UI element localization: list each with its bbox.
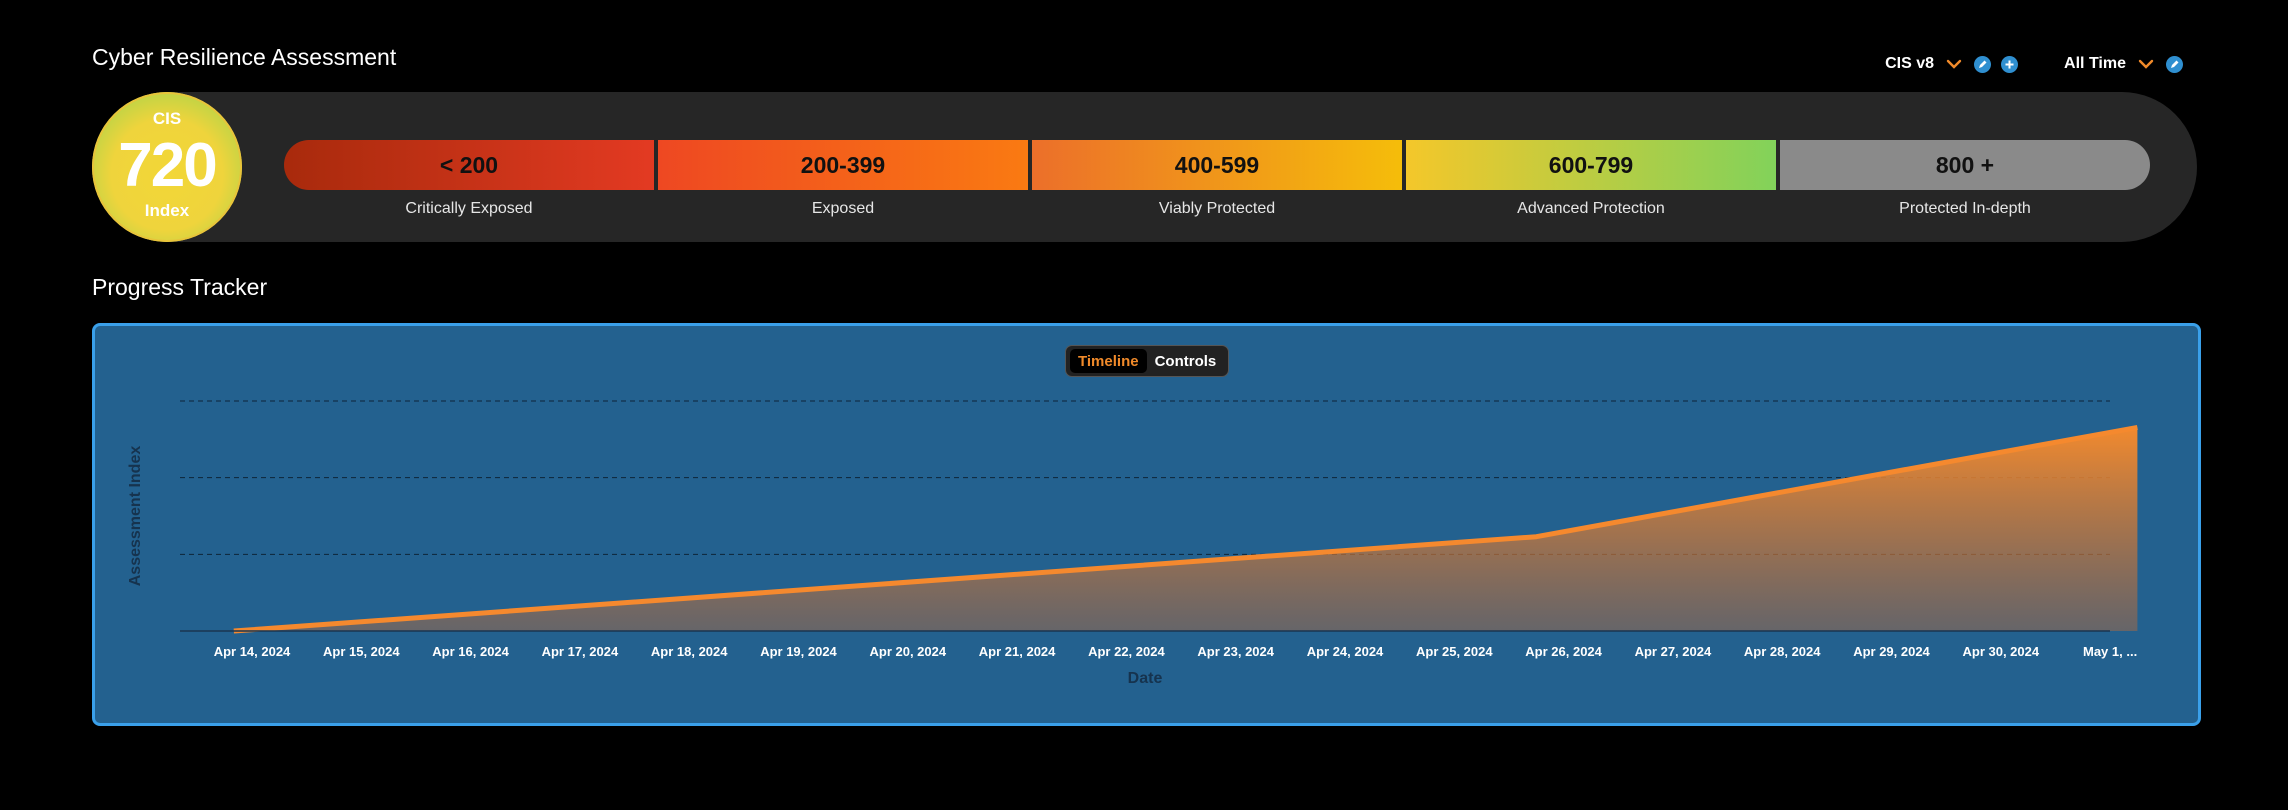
x-tick-label: Apr 26, 2024 [1525, 644, 1602, 659]
segment-range: 400-599 [1174, 151, 1260, 178]
segment-label: Critically Exposed [405, 200, 533, 217]
x-tick-label: Apr 25, 2024 [1416, 644, 1493, 659]
segment-range: 800 + [1935, 151, 1995, 178]
score-badge: CIS 720 Index [92, 92, 242, 242]
tab-timeline[interactable]: Timeline [1070, 349, 1147, 373]
x-tick-label: Apr 17, 2024 [542, 644, 619, 659]
segment-protected-in-depth: 800 + Protected In-depth [1780, 140, 2150, 217]
x-tick-label: May 1, ... [2083, 644, 2137, 659]
score-index-label: Index [144, 201, 190, 220]
edit-period-icon[interactable] [2166, 55, 2183, 73]
segment-label: Exposed [811, 200, 875, 217]
segment-critically-exposed: < 200 Critically Exposed [284, 140, 654, 217]
x-tick-label: Apr 16, 2024 [432, 644, 509, 659]
x-tick-label: Apr 23, 2024 [1197, 644, 1274, 659]
page-title: Cyber Resilience Assessment [92, 44, 397, 70]
score-framework-label: CIS [152, 109, 182, 128]
framework-select[interactable]: CIS v8 [1885, 55, 1935, 72]
segment-advanced-protection: 600-799 Advanced Protection [1406, 140, 1776, 217]
chevron-down-icon[interactable] [1944, 54, 1964, 74]
x-tick-label: Apr 24, 2024 [1307, 644, 1384, 659]
segment-label: Advanced Protection [1517, 200, 1665, 217]
edit-framework-icon[interactable] [1974, 55, 1992, 73]
x-tick-label: Apr 20, 2024 [869, 644, 946, 659]
filter-bar: CIS v8 All Time [1885, 52, 2183, 76]
x-tick-label: Apr 19, 2024 [760, 644, 837, 659]
section-title: Progress Tracker [92, 274, 268, 300]
view-toggle: Timeline Controls [1065, 345, 1229, 377]
chevron-down-icon[interactable] [2136, 54, 2156, 74]
x-tick-label: Apr 18, 2024 [651, 644, 728, 659]
add-framework-icon[interactable] [2001, 55, 2019, 73]
segment-viably-protected: 400-599 Viably Protected [1032, 140, 1402, 217]
segment-exposed: 200-399 Exposed [658, 140, 1028, 217]
segment-label: Protected In-depth [1899, 200, 2031, 217]
chart-area [233, 427, 2138, 631]
x-tick-label: Apr 14, 2024 [214, 644, 291, 659]
x-axis-label: Date [1128, 670, 1163, 687]
segment-range: 600-799 [1548, 151, 1634, 178]
period-select[interactable]: All Time [2064, 55, 2126, 72]
progress-panel: Timeline Controls Apr 14, 2024 Apr 15, 20… [92, 323, 2201, 726]
score-segments: < 200 Critically Exposed 200-399 Exposed… [284, 140, 2150, 217]
x-tick-label: Apr 21, 2024 [979, 644, 1056, 659]
x-tick-label: Apr 22, 2024 [1088, 644, 1165, 659]
x-tick-label: Apr 27, 2024 [1635, 644, 1712, 659]
x-tick-label: Apr 29, 2024 [1853, 644, 1930, 659]
chart-series-line [233, 424, 2138, 634]
x-tick-label: Apr 30, 2024 [1962, 644, 2039, 659]
segment-label: Viably Protected [1158, 200, 1276, 217]
tab-controls[interactable]: Controls [1154, 352, 1217, 370]
x-tick-label: Apr 28, 2024 [1744, 644, 1821, 659]
score-scale: CIS 720 Index < 200 Critically Exposed 2… [92, 92, 2197, 242]
y-axis-label: Assessment Index [127, 446, 144, 587]
x-tick-label: Apr 15, 2024 [323, 644, 400, 659]
segment-range: < 200 [439, 151, 499, 178]
progress-chart: Apr 14, 2024 Apr 15, 2024 Apr 16, 2024 Apr … [127, 400, 2138, 687]
segment-range: 200-399 [800, 151, 886, 178]
score-value: 720 [118, 131, 217, 200]
